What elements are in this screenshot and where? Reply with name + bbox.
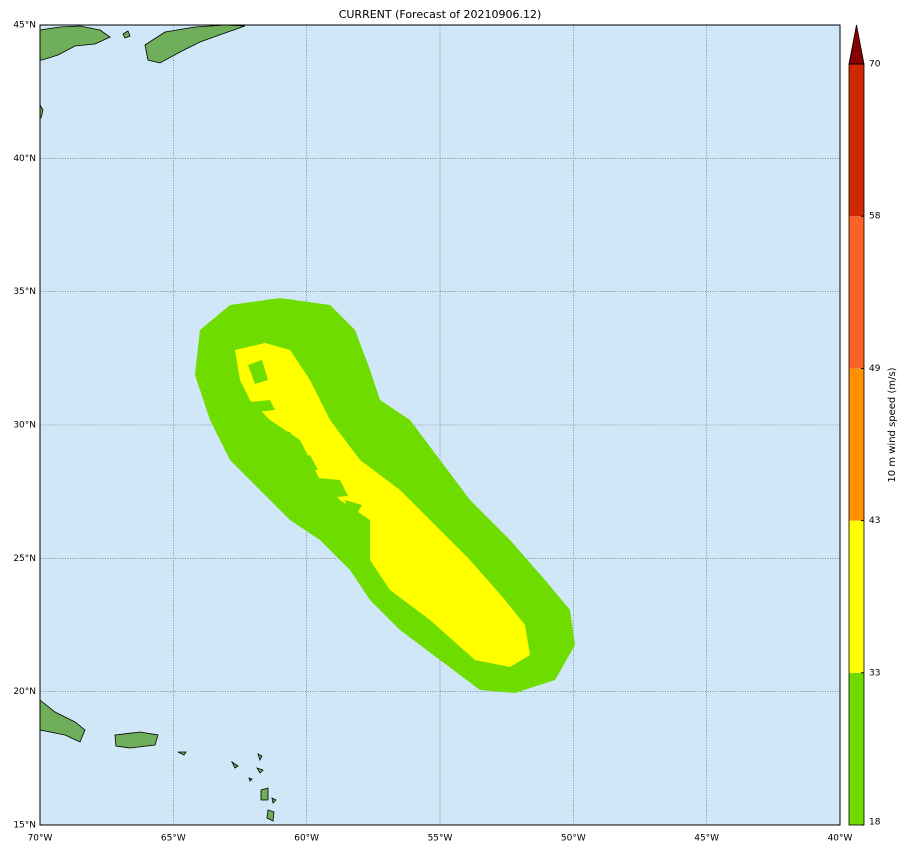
nova-scotia <box>39 25 111 61</box>
lat-label: 35°N <box>13 287 36 297</box>
lat-label: 45°N <box>13 21 36 31</box>
island <box>271 797 277 804</box>
lon-label: 40°W <box>828 834 853 844</box>
hispaniola <box>39 699 86 743</box>
colorbar-segment <box>849 672 864 825</box>
colorbar-tick-label: 33 <box>869 668 880 678</box>
map-frame <box>39 24 841 826</box>
colorbar-frame <box>848 63 865 826</box>
colorbar-segment <box>849 520 864 673</box>
colorbar-tick-label: 70 <box>869 60 881 70</box>
colorbar-tick-label: 49 <box>869 364 881 374</box>
island <box>177 751 187 756</box>
colorbar: 18 33 43 49 58 70 <box>848 24 881 828</box>
guadeloupe <box>260 787 269 801</box>
lat-label: 30°N <box>13 421 36 431</box>
island <box>230 760 239 769</box>
lon-label: 60°W <box>294 834 319 844</box>
lat-label: 15°N <box>13 821 36 831</box>
newfoundland <box>144 24 246 64</box>
colorbar-label: 10 m wind speed (m/s) <box>887 367 898 482</box>
wind-area-33 <box>235 343 530 667</box>
lat-label: 20°N <box>13 687 36 697</box>
colorbar-extension <box>848 24 865 65</box>
colorbar-segment <box>849 64 864 217</box>
wind-gap <box>248 360 362 512</box>
island <box>248 777 253 782</box>
map-title: CURRENT (Forecast of 20210906.12) <box>339 8 542 21</box>
lon-label: 50°W <box>561 834 586 844</box>
lon-label: 65°W <box>161 834 186 844</box>
island <box>122 30 131 39</box>
land <box>39 24 277 822</box>
lon-label: 55°W <box>428 834 453 844</box>
lat-label: 25°N <box>13 554 36 564</box>
lon-label: 70°W <box>28 834 53 844</box>
island <box>257 753 263 762</box>
colorbar-tick-label: 58 <box>869 212 881 222</box>
colorbar-segment <box>849 216 864 369</box>
island <box>256 767 264 774</box>
colorbar-tick-label: 43 <box>869 516 880 526</box>
puerto-rico <box>114 731 159 749</box>
lat-label: 40°N <box>13 154 36 164</box>
colorbar-tick-label: 18 <box>869 818 881 828</box>
martinique <box>266 809 275 822</box>
lon-label: 45°W <box>694 834 719 844</box>
colorbar-segment <box>849 368 864 521</box>
